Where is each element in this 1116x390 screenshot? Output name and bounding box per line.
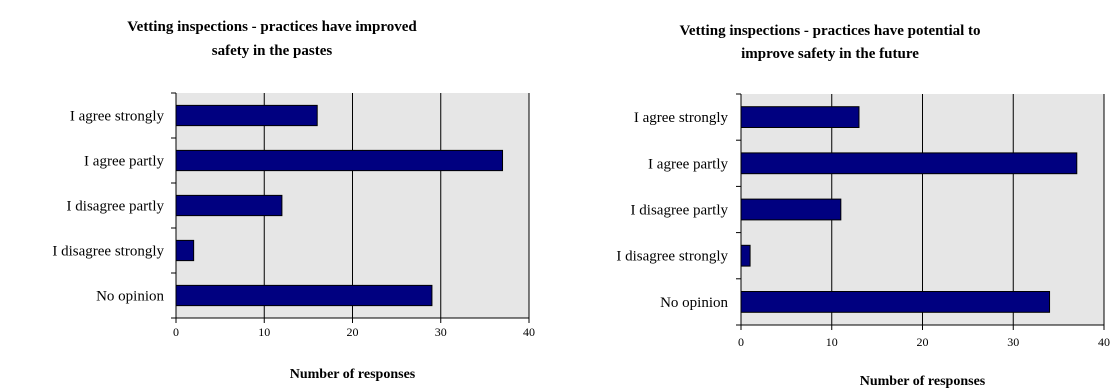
- x-axis-title: Number of responses: [290, 367, 416, 382]
- chart-title-line: safety in the pastes: [212, 43, 333, 59]
- bar: [740, 244, 751, 267]
- bar: [740, 152, 1078, 175]
- category-label: No opinion: [660, 295, 728, 311]
- category-label: I disagree strongly: [52, 244, 164, 260]
- chart-title-line: Vetting inspections - practices have pot…: [679, 23, 980, 39]
- bar: [175, 149, 504, 172]
- category-label: I agree partly: [84, 154, 164, 170]
- x-tick-label: 30: [1007, 335, 1019, 349]
- bar: [175, 194, 283, 217]
- bar: [740, 291, 1051, 313]
- category-label: I agree strongly: [70, 109, 165, 125]
- bar: [740, 106, 860, 128]
- x-tick-label: 40: [1098, 335, 1110, 349]
- x-tick-label: 10: [258, 325, 270, 339]
- x-tick-label: 0: [738, 335, 744, 349]
- category-label: I disagree strongly: [616, 249, 728, 265]
- category-label: I agree partly: [648, 156, 728, 172]
- chart-potential-safety-future: Vetting inspections - practices have pot…: [616, 23, 1110, 389]
- chart-title-line: Vetting inspections - practices have imp…: [127, 19, 417, 35]
- chart-improved-safety-past: Vetting inspections - practices have imp…: [52, 19, 535, 382]
- x-axis-title: Number of responses: [860, 374, 986, 389]
- category-label: No opinion: [96, 289, 164, 305]
- bar: [175, 284, 433, 307]
- x-tick-label: 0: [173, 325, 179, 339]
- x-tick-label: 10: [826, 335, 838, 349]
- category-label: I disagree partly: [67, 199, 165, 215]
- category-label: I disagree partly: [631, 203, 729, 219]
- x-tick-label: 20: [347, 325, 359, 339]
- bar: [740, 198, 842, 221]
- bar: [175, 239, 195, 262]
- x-tick-label: 30: [435, 325, 447, 339]
- bar: [175, 104, 318, 127]
- chart-title-line: improve safety in the future: [741, 46, 919, 62]
- x-tick-label: 40: [523, 325, 535, 339]
- x-tick-label: 20: [917, 335, 929, 349]
- category-label: I agree strongly: [634, 110, 729, 126]
